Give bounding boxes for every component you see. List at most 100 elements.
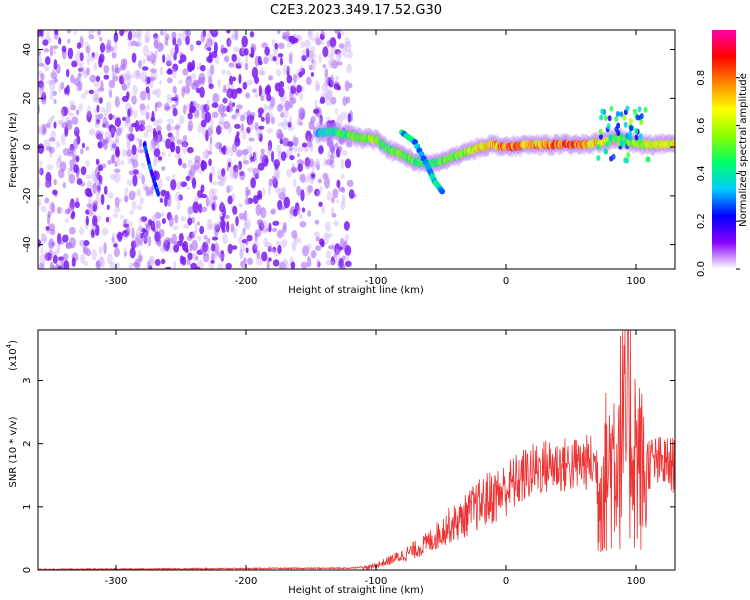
- noise-speck: [233, 167, 239, 180]
- noise-speck: [46, 164, 54, 171]
- noise-speck: [85, 174, 92, 180]
- noise-speck: [336, 51, 342, 58]
- noise-speck: [200, 31, 206, 43]
- noise-speck: [318, 201, 323, 207]
- noise-speck: [52, 45, 59, 50]
- noise-speck: [293, 229, 298, 241]
- noise-speck: [109, 261, 117, 269]
- noise-speck: [146, 76, 151, 84]
- noise-speck: [204, 111, 212, 123]
- noise-speck: [324, 176, 330, 189]
- noise-speck: [85, 67, 90, 76]
- noise-speck: [160, 30, 164, 36]
- noise-speck: [347, 50, 353, 59]
- noise-speck: [249, 31, 255, 38]
- noise-speck: [175, 128, 180, 138]
- noise-speck: [80, 148, 84, 155]
- noise-speck: [325, 249, 332, 259]
- noise-speck: [158, 177, 163, 190]
- noise-speck: [60, 108, 65, 120]
- noise-speck: [158, 228, 165, 238]
- noise-speck: [308, 120, 315, 131]
- noise-speck: [223, 120, 230, 130]
- noise-speck: [330, 164, 334, 169]
- noise-speck: [98, 174, 103, 185]
- noise-speck: [40, 246, 44, 254]
- noise-speck: [50, 130, 56, 140]
- noise-speck: [270, 116, 275, 125]
- noise-speck: [282, 221, 287, 230]
- noise-speck: [43, 126, 47, 134]
- noise-speck: [303, 39, 311, 49]
- noise-speck: [126, 75, 131, 86]
- noise-speck: [206, 47, 212, 52]
- trace-burst: [639, 112, 644, 119]
- noise-speck: [80, 166, 87, 176]
- noise-speck: [298, 71, 303, 78]
- noise-speck: [138, 59, 142, 69]
- noise-speck: [120, 58, 126, 70]
- noise-speck: [182, 240, 189, 252]
- colorbar-tick-label: 0.0: [696, 261, 707, 277]
- noise-speck: [315, 236, 320, 242]
- trace-burst: [619, 139, 624, 146]
- noise-speck: [258, 113, 263, 118]
- noise-speck: [231, 143, 238, 153]
- noise-speck: [280, 151, 287, 162]
- noise-speck: [250, 46, 255, 59]
- noise-speck: [318, 40, 325, 45]
- noise-speck: [165, 266, 172, 269]
- noise-speck: [205, 196, 210, 207]
- noise-speck: [276, 128, 283, 140]
- trace-burst: [606, 123, 611, 130]
- trace-burst: [634, 128, 639, 135]
- noise-speck: [315, 32, 319, 43]
- noise-speck: [324, 77, 329, 88]
- noise-speck: [78, 103, 83, 112]
- noise-speck: [88, 128, 96, 136]
- noise-speck: [64, 208, 71, 215]
- noise-speck: [65, 68, 70, 78]
- noise-speck: [124, 70, 131, 81]
- noise-speck: [115, 127, 122, 136]
- noise-speck: [77, 72, 82, 79]
- noise-speck: [235, 216, 239, 227]
- noise-speck: [331, 213, 337, 218]
- noise-speck: [112, 71, 116, 82]
- noise-speck: [208, 224, 212, 230]
- noise-speck: [334, 243, 341, 255]
- noise-speck: [344, 40, 352, 53]
- noise-speck: [178, 232, 184, 243]
- noise-speck: [232, 76, 237, 82]
- noise-speck: [275, 185, 280, 194]
- noise-speck: [141, 119, 145, 126]
- noise-speck: [337, 145, 343, 153]
- noise-speck: [205, 240, 210, 246]
- noise-speck: [76, 178, 83, 186]
- noise-speck: [253, 150, 258, 161]
- trace-burst: [616, 130, 621, 137]
- noise-speck: [344, 260, 352, 268]
- noise-speck: [285, 260, 289, 269]
- noise-speck: [88, 89, 95, 95]
- noise-speck: [162, 54, 166, 64]
- snr-multiplier-close: ): [8, 340, 19, 344]
- noise-speck: [264, 46, 270, 56]
- noise-speck: [240, 242, 246, 253]
- snr-panel: -300 -200 -100 0 100 0 1 2 3 Height of straight…: [5, 329, 676, 596]
- noise-speck: [124, 187, 129, 194]
- noise-speck: [88, 212, 95, 217]
- noise-speck: [139, 103, 147, 116]
- noise-speck: [158, 79, 163, 85]
- noise-speck: [218, 178, 226, 187]
- noise-speck: [124, 251, 128, 257]
- noise-speck: [101, 163, 107, 169]
- noise-speck: [111, 127, 115, 134]
- noise-speck: [314, 80, 320, 92]
- noise-speck: [142, 124, 146, 132]
- noise-speck: [288, 145, 294, 152]
- noise-speck: [223, 56, 230, 62]
- noise-speck: [123, 218, 127, 227]
- noise-speck: [105, 101, 112, 113]
- trace-burst: [605, 140, 610, 147]
